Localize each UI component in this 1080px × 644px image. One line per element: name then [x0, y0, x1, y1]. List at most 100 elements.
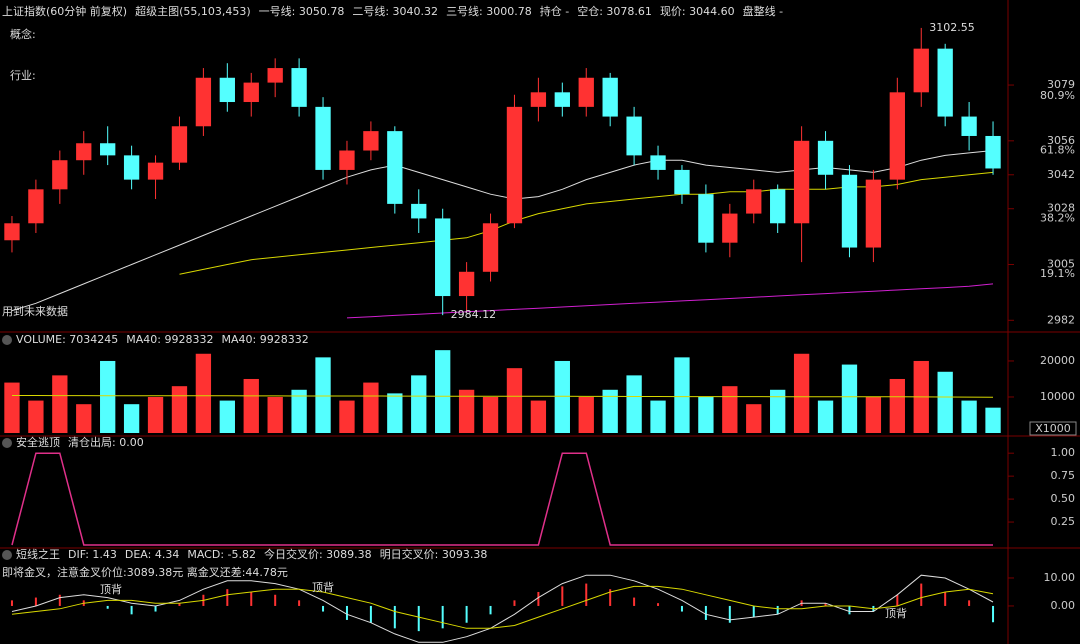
- volume-bar: [315, 357, 331, 433]
- candle-body: [315, 106, 331, 170]
- panel-title: VOLUME: 7034245: [16, 333, 118, 346]
- candle-body: [147, 162, 164, 180]
- y-tick-label: 3056: [1047, 134, 1075, 147]
- y-tick-label: 1.00: [1051, 446, 1076, 459]
- volume-bar: [865, 396, 882, 433]
- candle-body: [267, 68, 283, 83]
- volume-bar: [339, 400, 355, 433]
- y-tick-label: 3042: [1047, 168, 1075, 181]
- candle-body: [339, 150, 355, 170]
- dea-line: [11, 585, 994, 629]
- y-tick-label: 3079: [1047, 78, 1075, 91]
- candle-body: [770, 189, 786, 224]
- candle-body: [219, 77, 235, 103]
- panel-title: 安全逃顶: [16, 435, 60, 449]
- volume-bar: [267, 396, 283, 433]
- fib-label: 80.9%: [1040, 89, 1075, 102]
- volume-bar: [482, 396, 499, 433]
- volume-bar: [100, 360, 116, 433]
- volume-bar: [817, 400, 834, 433]
- candle-body: [123, 155, 140, 180]
- volume-bar: [889, 378, 905, 433]
- indicator-label: 空仓: 3078.61: [577, 4, 652, 18]
- candle-body: [195, 77, 212, 127]
- volume-bar: [985, 407, 1001, 433]
- indicator-label: 明日交叉价: 3093.38: [380, 547, 488, 561]
- candle-body: [746, 189, 762, 214]
- volume-bar: [793, 353, 810, 433]
- candle-body: [243, 82, 259, 103]
- candle-body: [722, 213, 738, 243]
- volume-bar: [28, 400, 44, 433]
- volume-bar: [219, 400, 235, 433]
- volume-bar: [626, 375, 642, 433]
- indicator-label: 清仓出局: 0.00: [68, 435, 144, 449]
- candle-body: [841, 174, 858, 248]
- candle-body: [411, 203, 427, 219]
- volume-bar: [52, 375, 68, 433]
- volume-bar: [937, 371, 953, 433]
- divergence-label: 顶背: [100, 582, 122, 596]
- volume-bar: [171, 386, 188, 433]
- candle-body: [291, 68, 307, 107]
- volume-bar: [770, 389, 786, 433]
- y-tick-label: 0.75: [1051, 469, 1076, 482]
- unit-box: [1029, 421, 1077, 436]
- fib-label: 61.8%: [1040, 144, 1075, 157]
- volume-bar: [530, 400, 547, 433]
- indicator-label: 二号线: 3040.32: [352, 4, 438, 18]
- candle-body: [363, 131, 379, 151]
- volume-bar: [506, 368, 523, 433]
- divergence-label: 顶背: [885, 606, 907, 620]
- panel-icon[interactable]: [2, 550, 12, 560]
- side-label: 概念:: [10, 27, 36, 41]
- volume-bar: [458, 389, 475, 433]
- y-tick-label: 0.00: [1051, 599, 1076, 612]
- volume-bar: [147, 396, 164, 433]
- volume-bar: [4, 382, 20, 433]
- candle-body: [554, 92, 570, 107]
- indicator-label: DIF: 1.43: [68, 548, 117, 561]
- panel-icon[interactable]: [2, 438, 12, 448]
- indicator-label: 今日交叉价: 3089.38: [264, 547, 372, 561]
- candle-body: [865, 179, 882, 248]
- indicator-label: DEA: 4.34: [125, 548, 179, 561]
- indicator-label: 持仓 -: [540, 4, 569, 18]
- candle-body: [28, 189, 44, 224]
- volume-bar: [722, 386, 738, 433]
- candle-body: [4, 223, 20, 241]
- candle-body: [482, 223, 499, 272]
- volume-bar: [243, 378, 259, 433]
- panel-title: 上证指数(60分钟 前复权): [2, 4, 127, 18]
- divergence-label: 顶背: [312, 580, 334, 594]
- candle-body: [793, 140, 810, 224]
- panel-icon[interactable]: [2, 335, 12, 345]
- y-tick-label: 0.50: [1051, 492, 1076, 505]
- volume-bar: [123, 404, 140, 433]
- volume-bar: [76, 404, 92, 433]
- y-tick-label: 10000: [1040, 390, 1075, 403]
- candle-body: [626, 116, 642, 156]
- indicator-label: 盘整线 -: [743, 4, 783, 18]
- y-tick-label: 0.25: [1051, 515, 1076, 528]
- candle-body: [674, 169, 690, 195]
- extreme-label: 2984.12: [451, 308, 497, 321]
- candle-body: [650, 155, 666, 170]
- candle-body: [458, 271, 475, 297]
- panel-title: 短线之王: [16, 547, 60, 561]
- volume-bar: [602, 389, 618, 433]
- y-tick-label: 2982: [1047, 313, 1075, 326]
- dif-line: [11, 574, 994, 643]
- candle-body: [985, 135, 1001, 169]
- volume-bar: [411, 375, 427, 433]
- indicator-label: MACD: -5.82: [187, 548, 256, 561]
- indicator-line: [346, 283, 994, 319]
- signal-note: 即将金叉，注意金叉价位:3089.38元 离金叉还差:44.78元: [2, 565, 288, 579]
- candle-body: [937, 48, 953, 117]
- candle-body: [578, 77, 594, 107]
- volume-bar: [363, 382, 379, 433]
- indicator-label: MA40: 9928332: [126, 333, 213, 346]
- volume-bar: [195, 353, 212, 433]
